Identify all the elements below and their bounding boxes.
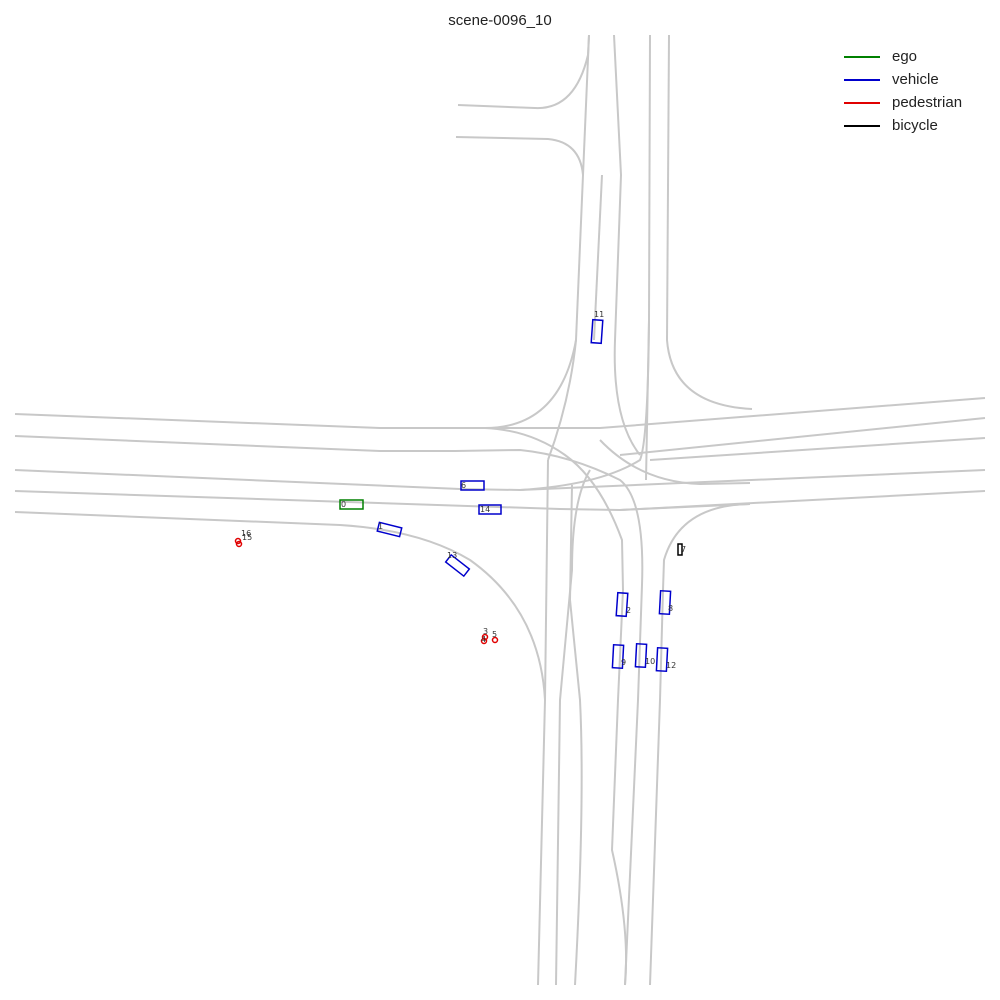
vehicle-agent-10: 10 [634,642,655,669]
legend-label-pedestrian: pedestrian [892,94,963,111]
agent-label-7: 7 [681,545,686,554]
ego-agent-0: 0 [339,499,364,510]
pedestrian-agent-3: 3 [481,627,489,641]
vehicle-agent-13: 13 [444,551,471,578]
lane-lines [14,34,986,986]
scene-title: scene-0096_10 [448,12,552,29]
legend-item-ego: ego [844,45,962,68]
agent-label-16: 16 [241,529,251,538]
legend-label-ego: ego [892,48,918,65]
agent-label-10: 10 [645,657,655,666]
vehicle-agent-14: 14 [478,504,502,515]
legend-item-vehicle: vehicle [844,68,962,91]
vehicle-agent-8: 8 [658,589,673,616]
agent-label-13: 13 [447,551,457,560]
legend-label-vehicle: vehicle [892,71,939,88]
legend: ego vehicle pedestrian bicycle [844,45,962,137]
agent-label-0: 0 [341,500,346,509]
legend-label-bicycle: bicycle [892,117,938,134]
legend-swatch-vehicle [844,78,880,81]
pedestrian-agent-4: 4 [480,635,488,645]
agent-label-8: 8 [668,604,673,613]
legend-swatch-pedestrian [844,101,880,104]
agent-label-3: 3 [483,627,488,636]
pedestrian-agent-5: 5 [491,630,499,644]
vehicle-agent-9: 9 [611,643,626,670]
agent-label-9: 9 [621,658,626,667]
vehicle-agent-11: 11 [590,310,604,345]
agent-label-6: 6 [461,481,466,490]
vehicle-agent-1: 1 [376,521,403,538]
vehicle-agent-6: 6 [460,480,485,491]
vehicle-agent-12: 12 [655,646,676,673]
agent-label-4: 4 [481,635,486,644]
legend-swatch-bicycle [844,124,880,127]
bicycle-agent-7: 7 [677,543,686,556]
legend-swatch-ego [844,55,880,58]
agent-label-12: 12 [666,661,676,670]
agent-label-11: 11 [594,310,604,319]
agent-label-5: 5 [492,630,497,639]
agent-label-1: 1 [378,522,383,531]
legend-item-bicycle: bicycle [844,114,962,137]
agent-label-14: 14 [480,505,490,514]
legend-item-pedestrian: pedestrian [844,91,962,114]
agents-layer: 0 1 2 3 4 5 6 [234,310,686,673]
agent-label-15: 15 [242,533,252,542]
agent-label-2: 2 [626,606,631,615]
vehicle-agent-2: 2 [615,591,631,618]
pedestrian-agent-15: 15 [235,533,252,548]
pedestrian-agent-16: 16 [234,529,251,545]
